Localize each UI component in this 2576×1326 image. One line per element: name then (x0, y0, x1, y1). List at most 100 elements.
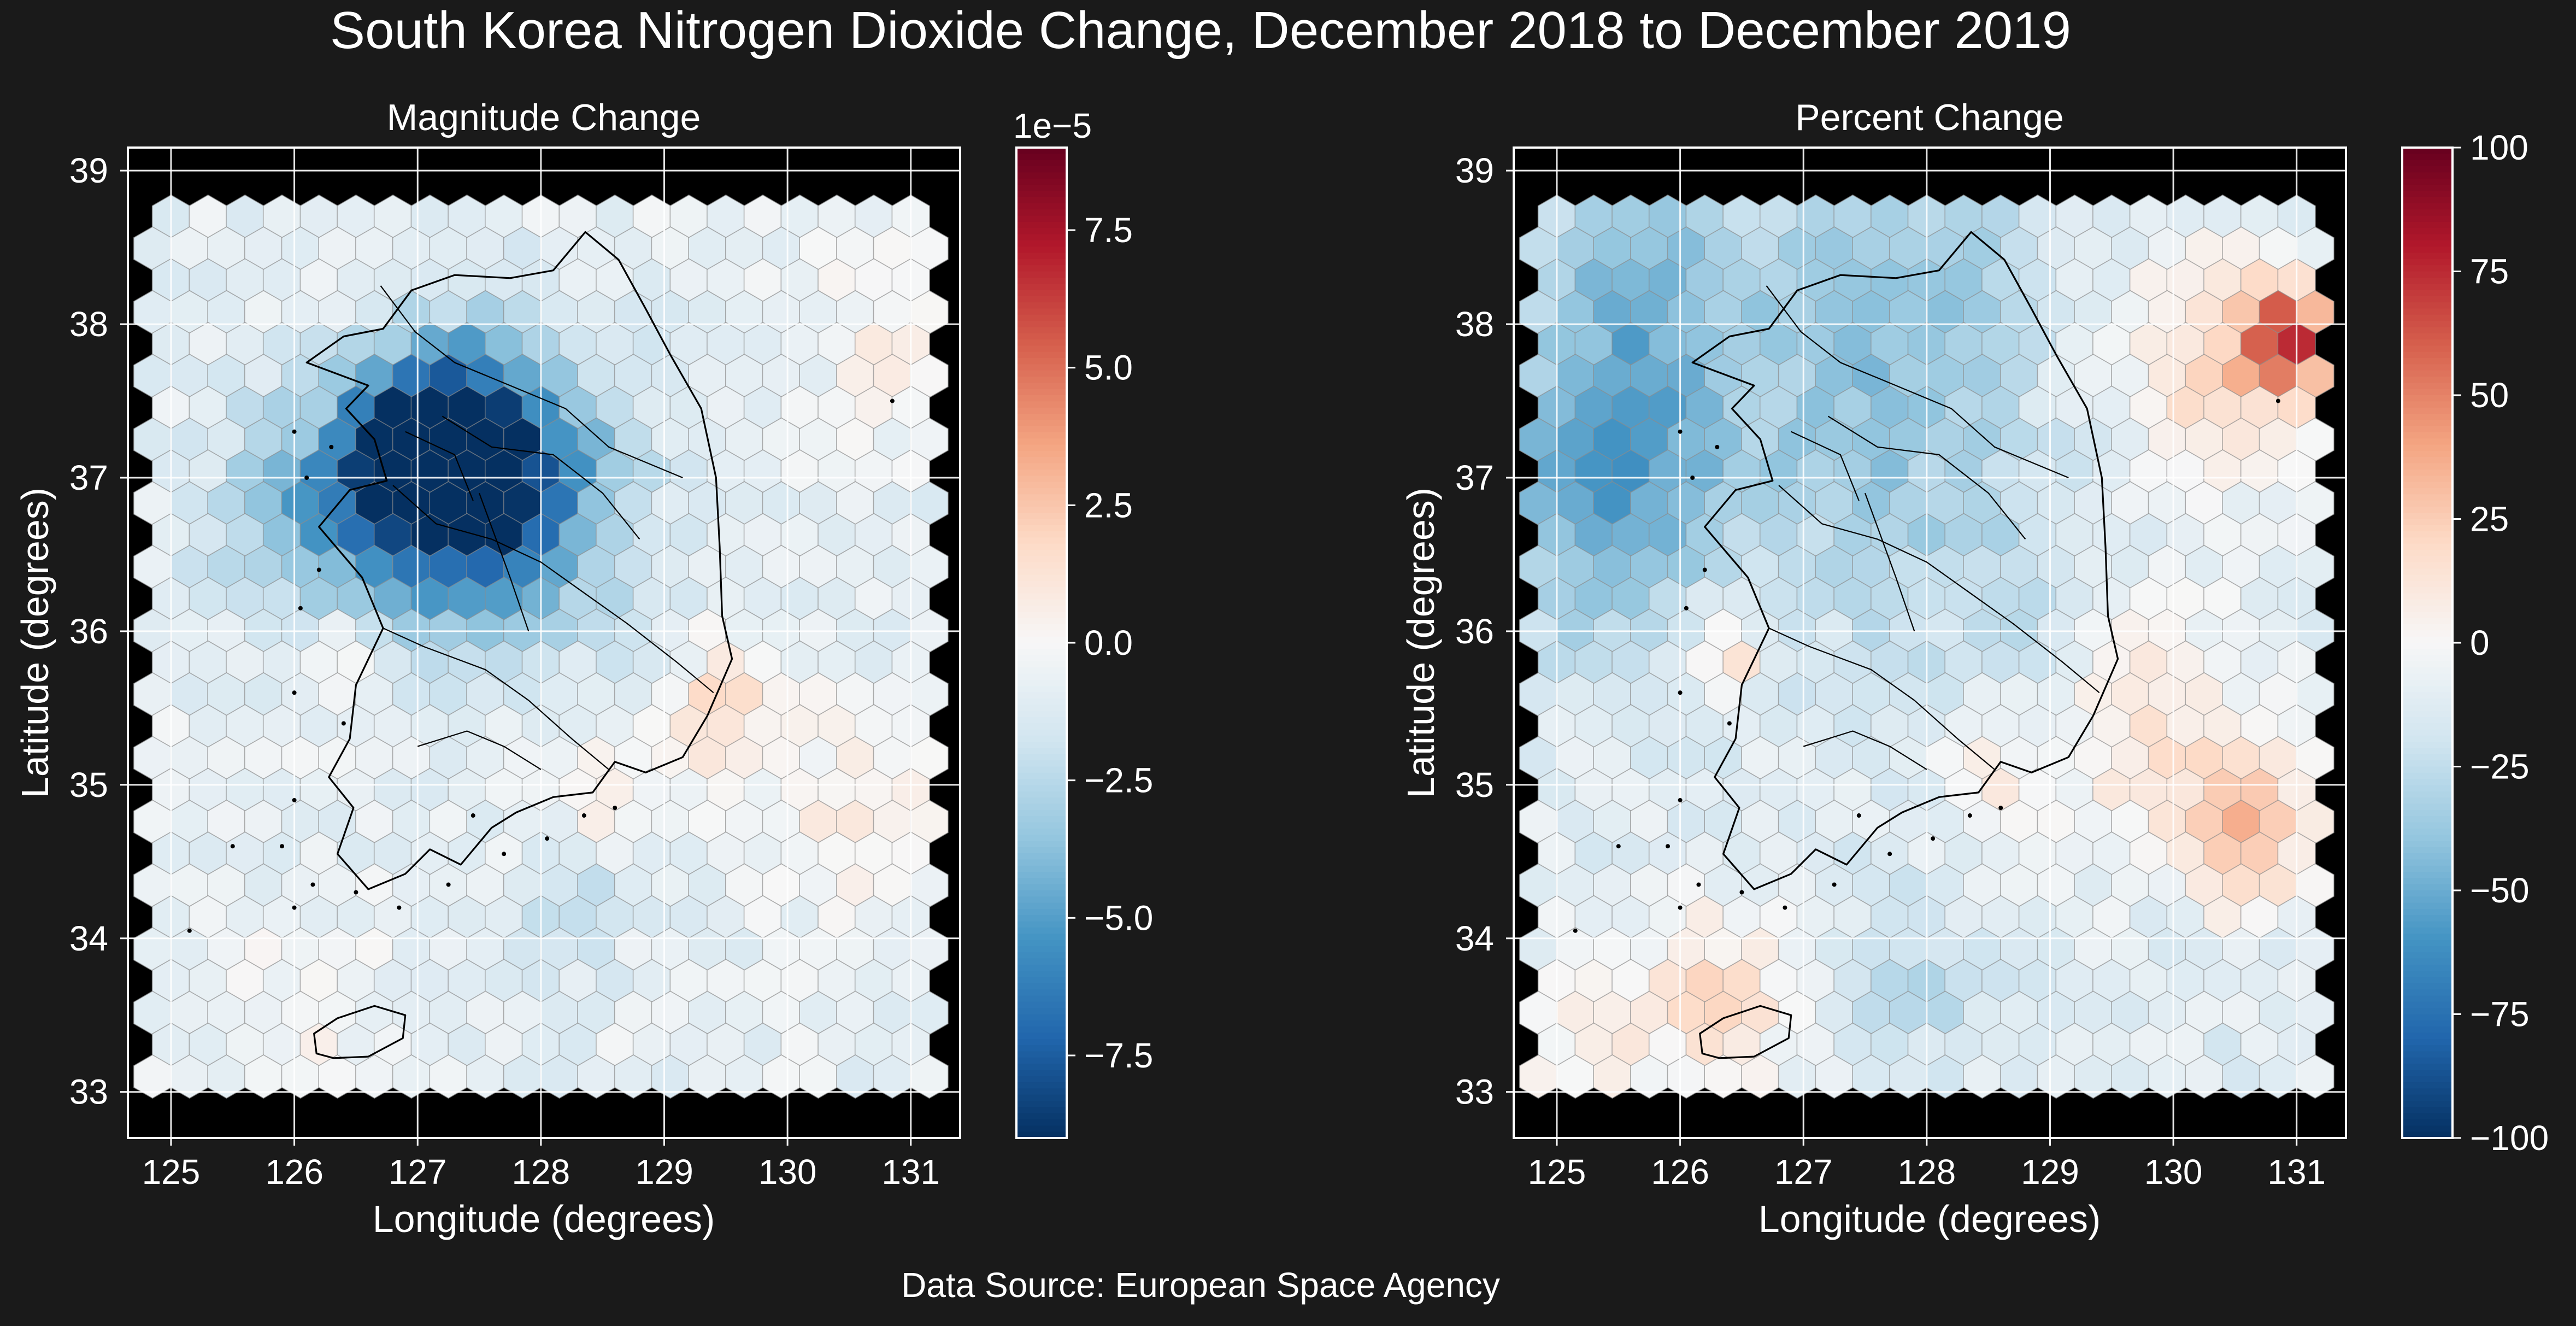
colorbar-segment (1016, 1038, 1067, 1046)
colorbar-segment (1016, 618, 1067, 625)
colorbar-segment (2402, 964, 2453, 972)
island (1783, 905, 1787, 910)
island (502, 852, 507, 856)
colorbar-segment (2402, 934, 2453, 941)
x-tick-label: 127 (389, 1152, 447, 1192)
colorbar-segment (2402, 735, 2453, 743)
colorbar-segment (2402, 370, 2453, 378)
colorbar-segment (2402, 1020, 2453, 1028)
y-tick-label: 37 (69, 458, 108, 497)
colorbar-segment (1016, 420, 1067, 427)
colorbar-segment (1016, 735, 1067, 743)
colorbar-tick-label: 75 (2470, 252, 2509, 291)
colorbar-segment (1016, 643, 1067, 650)
colorbar-segment (1016, 1020, 1067, 1028)
colorbar-segment (2402, 618, 2453, 625)
colorbar-segment (1016, 809, 1067, 817)
colorbar-segment (1016, 908, 1067, 916)
x-tick-label: 126 (1651, 1152, 1709, 1192)
colorbar-segment (2402, 482, 2453, 489)
y-axis-label: Latitude (degrees) (1399, 488, 1442, 798)
colorbar-segment (2402, 525, 2453, 532)
colorbar-segment (1016, 1014, 1067, 1021)
colorbar-segment (2402, 240, 2453, 248)
colorbar-segment (1016, 754, 1067, 761)
colorbar-segment (2402, 197, 2453, 204)
colorbar-segment (1016, 698, 1067, 706)
colorbar-segment (1016, 785, 1067, 792)
colorbar-segment (2402, 599, 2453, 607)
colorbar-segment (2402, 809, 2453, 817)
colorbar-segment (2402, 908, 2453, 916)
province-boundary (442, 415, 640, 540)
colorbar-segment (1016, 717, 1067, 724)
island (292, 797, 297, 802)
island (446, 882, 451, 887)
x-axis-label: Longitude (degrees) (1758, 1198, 2101, 1240)
x-tick-label: 129 (2021, 1152, 2079, 1192)
colorbar-segment (2402, 1107, 2453, 1114)
colorbar-segment (1016, 463, 1067, 470)
colorbar-segment (2402, 543, 2453, 551)
colorbar-segment (2402, 593, 2453, 600)
colorbar-segment (1016, 711, 1067, 718)
colorbar-tick-label: −5.0 (1084, 898, 1153, 937)
colorbar-tick-label: 25 (2470, 500, 2509, 539)
y-tick-label: 38 (1455, 304, 1494, 344)
island (1666, 844, 1671, 849)
colorbar-segment (1016, 413, 1067, 421)
colorbar-segment (1016, 760, 1067, 767)
grid-lines (128, 148, 960, 1138)
colorbar-segment (2402, 358, 2453, 365)
x-tick-label: 129 (635, 1152, 693, 1192)
colorbar-segment (2402, 1064, 2453, 1071)
colorbar-tick-label: −2.5 (1084, 761, 1153, 800)
island (292, 690, 297, 695)
colorbar-segment (2402, 661, 2453, 668)
colorbar-segment (2402, 377, 2453, 384)
colorbar-segment (2402, 413, 2453, 421)
colorbar-segment (2402, 172, 2453, 179)
province-boundary (1864, 492, 1915, 632)
colorbar-segment (2402, 729, 2453, 736)
colorbar-segment (1016, 290, 1067, 297)
colorbar-segment (2402, 655, 2453, 662)
colorbar-segment (1016, 364, 1067, 371)
colorbar-segment (2402, 184, 2453, 192)
colorbar-segment (2402, 927, 2453, 935)
y-tick-label: 36 (69, 612, 108, 651)
colorbar-segment (1016, 178, 1067, 185)
island (1696, 882, 1701, 887)
colorbar-segment (1016, 673, 1067, 680)
coastline-jeju (1699, 1005, 1792, 1059)
colorbar-tick-label: −50 (2470, 871, 2530, 910)
island (470, 813, 475, 818)
y-tick-label: 35 (69, 765, 108, 805)
hexbin-layer (1519, 194, 2334, 1099)
colorbar-segment (2402, 574, 2453, 582)
colorbar-segment (1016, 407, 1067, 414)
colorbar-segment (2402, 803, 2453, 811)
colorbar-segment (1016, 606, 1067, 613)
colorbar-segment (1016, 172, 1067, 179)
colorbar-segment (2402, 234, 2453, 241)
colorbar-segment (2402, 420, 2453, 427)
island (230, 844, 235, 849)
colorbar-segment (2402, 500, 2453, 507)
colorbar-segment (1016, 432, 1067, 439)
colorbar-segment (1016, 1125, 1067, 1133)
colorbar-segment (2402, 587, 2453, 594)
colorbar-segment (2402, 686, 2453, 693)
colorbar-segment (1016, 679, 1067, 687)
colorbar-segment (2402, 290, 2453, 297)
province-boundary (1768, 627, 1995, 770)
colorbar-segment (1016, 370, 1067, 378)
colorbar-segment (2402, 333, 2453, 341)
colorbar-segment (1016, 234, 1067, 241)
colorbar-segment (2402, 1038, 2453, 1046)
colorbar-segment (2402, 1014, 2453, 1021)
colorbar-segment (1016, 624, 1067, 631)
colorbar-segment (1016, 351, 1067, 359)
island (1678, 429, 1683, 434)
colorbar-segment (2402, 166, 2453, 173)
